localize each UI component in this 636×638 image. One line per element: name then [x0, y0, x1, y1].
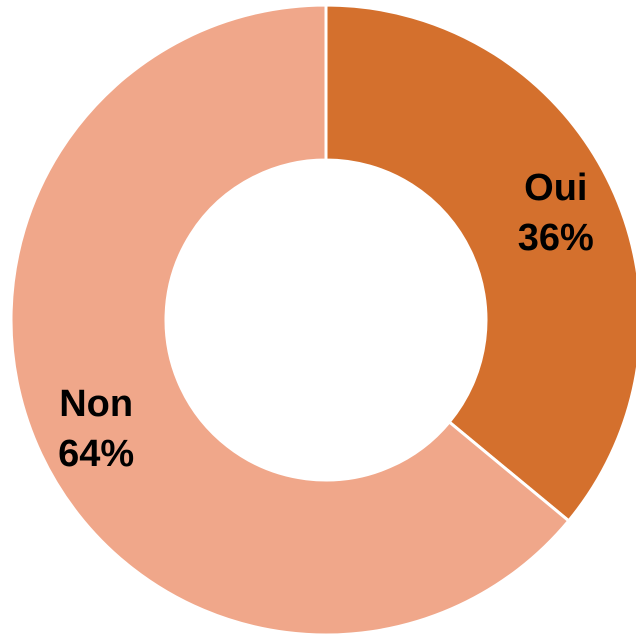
slice-value-label-non: 64% [58, 433, 134, 475]
slice-value-label-oui: 36% [518, 217, 594, 259]
labels-layer: Oui 36% Non 64% [58, 167, 594, 475]
slice-label-oui: Oui [524, 167, 587, 209]
slice-oui [324, 3, 636, 523]
slice-label-non: Non [59, 383, 133, 425]
slices-layer [9, 3, 636, 637]
slice-non [9, 3, 571, 637]
